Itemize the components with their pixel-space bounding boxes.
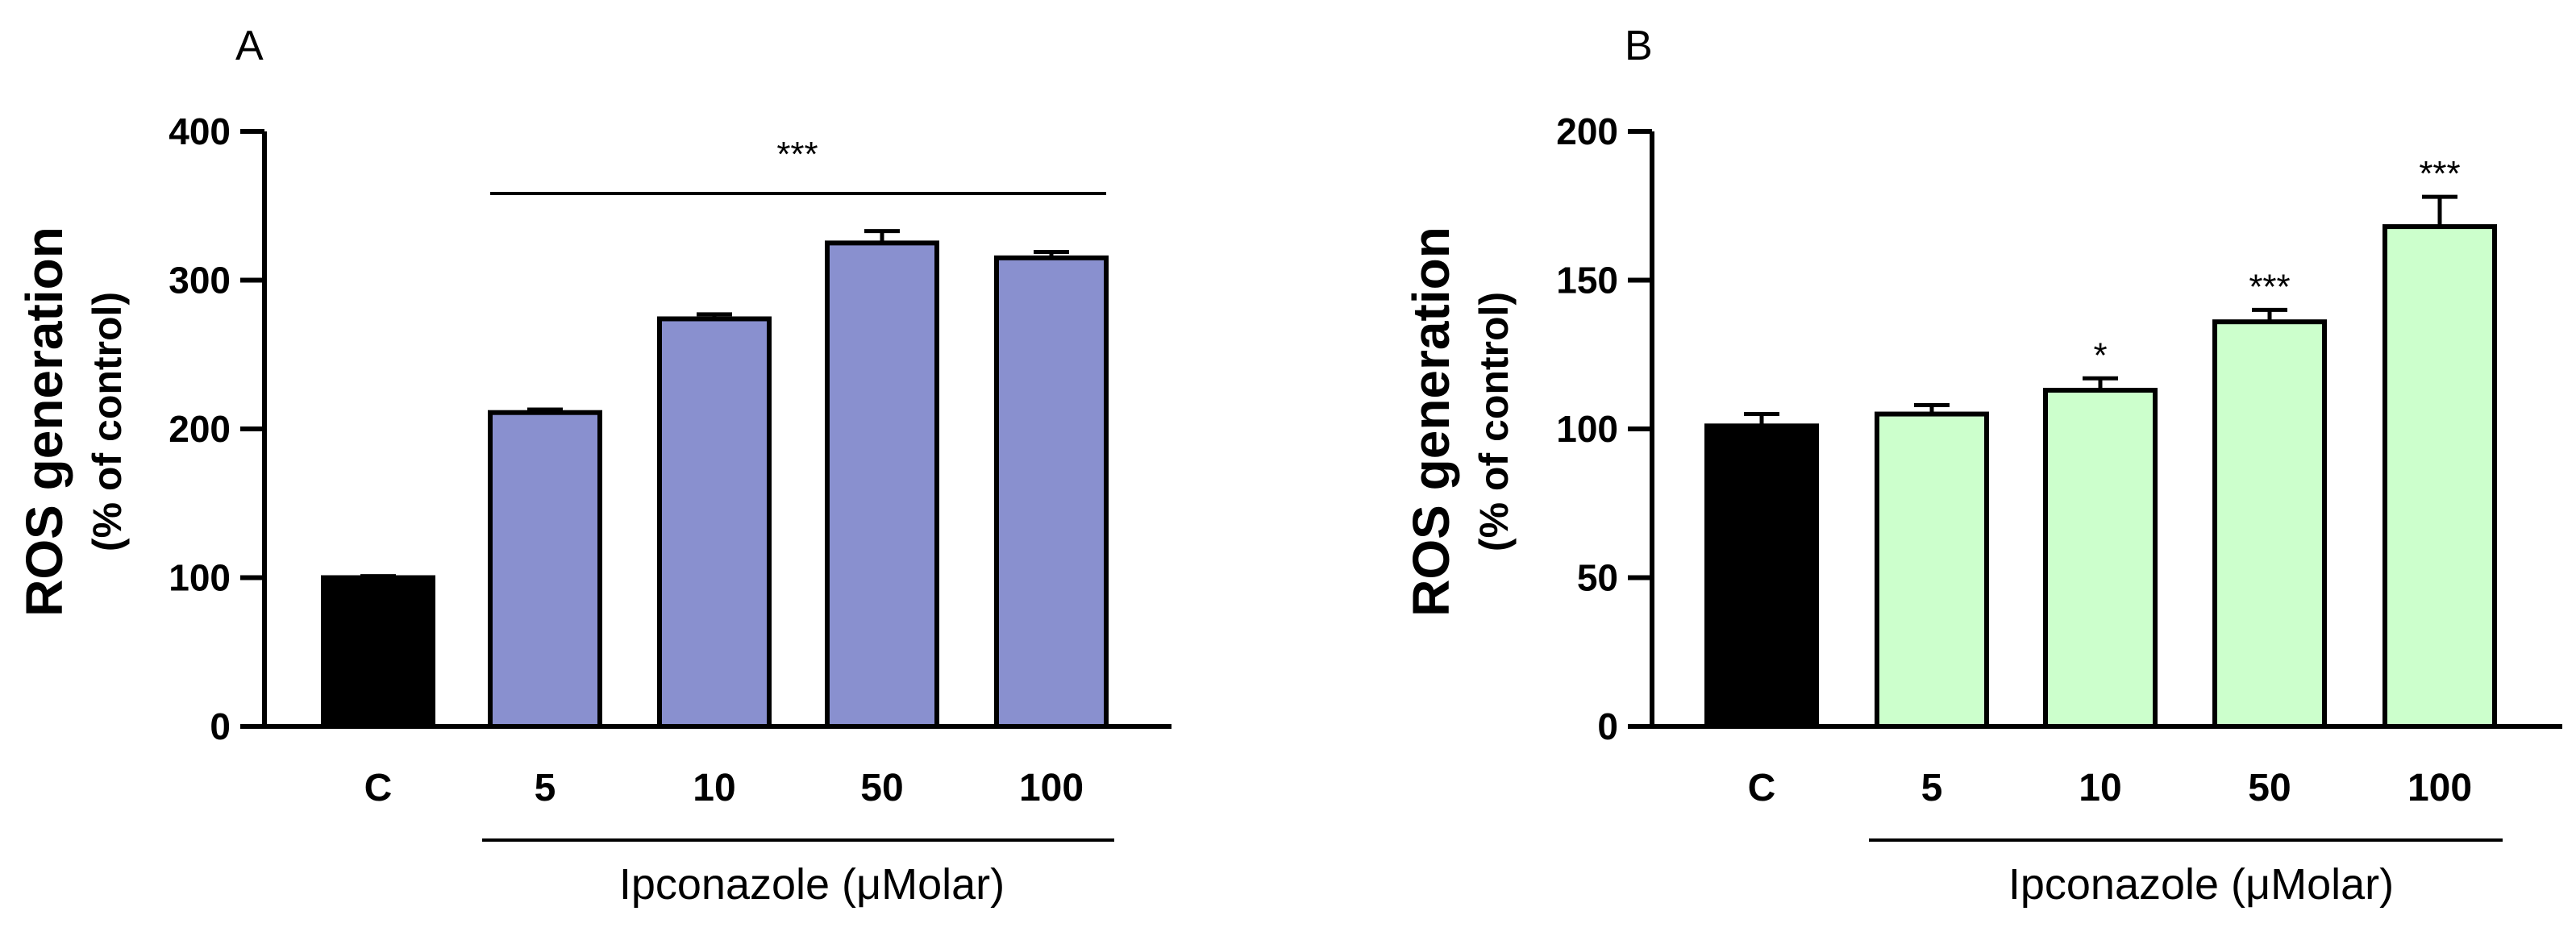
y-tick-label: 400 — [169, 110, 231, 152]
bar — [657, 316, 772, 729]
x-category-label: 100 — [1019, 767, 1084, 809]
significance-label: * — [2093, 335, 2107, 375]
y-tick-label: 200 — [1556, 110, 1618, 152]
bar — [1704, 423, 1819, 729]
bar — [2043, 388, 2158, 729]
y-axis-subtitle-b: (% of control) — [1471, 292, 1517, 551]
y-tick-label: 50 — [1577, 557, 1618, 599]
bar — [994, 255, 1109, 729]
x-category-label: 5 — [535, 767, 556, 809]
significance-label: *** — [776, 135, 818, 174]
y-axis-title-a: ROS generation — [15, 227, 73, 617]
y-tick-label: 300 — [169, 260, 231, 302]
y-tick-label: 200 — [169, 408, 231, 450]
x-category-label: 10 — [2079, 767, 2121, 809]
x-category-label: 10 — [693, 767, 735, 809]
bar — [825, 240, 939, 729]
x-category-label: 100 — [2407, 767, 2472, 809]
x-axis-title-a: Ipconazole (μMolar) — [619, 860, 1005, 909]
bar — [321, 575, 435, 729]
y-tick-label: 100 — [1556, 408, 1618, 450]
y-axis-title-b: ROS generation — [1402, 227, 1460, 617]
y-tick-label: 100 — [169, 557, 231, 599]
panel-letter-a: A — [235, 23, 264, 69]
x-category-label: C — [1748, 767, 1776, 809]
x-axis-title-b: Ipconazole (μMolar) — [2008, 860, 2394, 909]
y-tick-label: 0 — [1597, 705, 1618, 747]
plot-area-a: 0 100 200 300 400 C 5 10 50 100 *** — [169, 110, 1171, 842]
significance-label: *** — [2249, 267, 2290, 306]
x-category-label: 50 — [860, 767, 903, 809]
bar — [2382, 224, 2497, 729]
significance-label: *** — [2419, 154, 2460, 193]
y-tick-label: 0 — [210, 705, 231, 747]
panel-b: B ROS generation (% of control) Ipconazo… — [1402, 23, 2562, 909]
x-category-label: 50 — [2248, 767, 2291, 809]
bar — [2212, 319, 2327, 729]
panel-a: A ROS generation (% of control) Ipconazo… — [15, 23, 1171, 909]
bar — [488, 410, 602, 729]
y-tick-label: 150 — [1556, 260, 1618, 302]
x-category-label: C — [364, 767, 393, 809]
bar — [1875, 411, 1989, 729]
y-axis-subtitle-a: (% of control) — [85, 292, 130, 551]
panel-letter-b: B — [1625, 23, 1653, 69]
x-category-label: 5 — [1921, 767, 1943, 809]
